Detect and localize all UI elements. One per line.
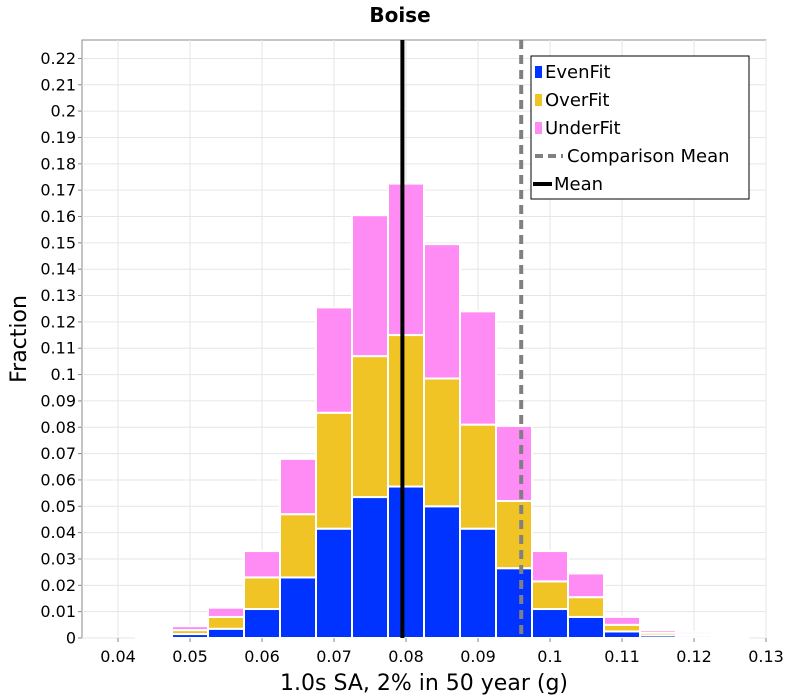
bar-underfit	[675, 630, 713, 636]
bar-evenfit	[387, 485, 425, 639]
legend-label-evenfit: EvenFit	[545, 62, 611, 83]
bars	[135, 182, 749, 640]
y-tick-label: 0.04	[40, 523, 76, 542]
bar-overfit	[495, 500, 533, 570]
legend-label-underfit: UnderFit	[545, 118, 621, 139]
chart-title: Boise	[369, 3, 430, 27]
y-tick-label: 0.06	[40, 470, 76, 489]
x-tick-label: 0.07	[316, 647, 352, 666]
bar-overfit	[459, 423, 497, 530]
legend-label-overfit: OverFit	[545, 90, 609, 111]
bar-evenfit	[531, 608, 569, 640]
bar-overfit	[567, 596, 605, 618]
x-tick-label: 0.05	[172, 647, 208, 666]
legend-label-comparison-mean: Comparison Mean	[567, 146, 730, 167]
bar-underfit	[567, 572, 605, 599]
bar-underfit	[603, 615, 641, 626]
y-tick-label: 0.08	[40, 418, 76, 437]
bar-underfit	[315, 306, 353, 414]
bar-underfit	[459, 310, 497, 426]
x-tick-label: 0.08	[388, 647, 424, 666]
bar-overfit	[207, 615, 245, 630]
bar-evenfit	[207, 627, 245, 639]
bar-evenfit	[495, 567, 533, 640]
y-tick-label: 0	[66, 629, 76, 648]
bar-underfit	[351, 214, 389, 358]
x-ticks: 0.04 0.05 0.06 0.07 0.08 0.09 0.1 0.11 0.12 0.13	[100, 638, 784, 666]
bar-underfit	[639, 629, 677, 634]
y-ticks: 0 0.01 0.02 0.03 0.04 0.05 0.06 0.07 0.08 0.09 0.1…	[40, 49, 82, 648]
bar-overfit	[531, 580, 569, 611]
bar-underfit	[531, 550, 569, 583]
legend-box	[530, 55, 750, 200]
y-tick-label: 0.17	[40, 181, 76, 200]
y-tick-label: 0.03	[40, 549, 76, 568]
vertical-lines	[400, 40, 524, 638]
y-tick-label: 0.01	[40, 602, 76, 621]
y-tick-label: 0.19	[40, 128, 76, 147]
y-tick-label: 0.21	[40, 75, 76, 94]
x-tick-label: 0.09	[460, 647, 496, 666]
bar-evenfit	[567, 615, 605, 639]
legend-swatch-underfit	[535, 122, 542, 134]
bar-overfit	[243, 576, 281, 611]
x-tick-label: 0.04	[100, 647, 136, 666]
bar-underfit	[711, 634, 749, 638]
y-tick-label: 0.02	[40, 576, 76, 595]
bar-underfit	[495, 424, 533, 503]
y-tick-label: 0.13	[40, 286, 76, 305]
x-tick-label: 0.13	[748, 647, 784, 666]
bar-underfit	[423, 243, 461, 380]
bar-underfit	[207, 606, 245, 618]
y-tick-label: 0.16	[40, 207, 76, 226]
y-tick-label: 0.11	[40, 339, 76, 358]
y-tick-label: 0.12	[40, 312, 76, 331]
bar-underfit	[171, 625, 209, 632]
x-tick-label: 0.11	[604, 647, 640, 666]
x-axis-label: 1.0s SA, 2% in 50 year (g)	[280, 671, 568, 696]
bar-overfit	[423, 377, 461, 508]
bar-underfit	[135, 634, 173, 638]
x-tick-label: 0.06	[244, 647, 280, 666]
legend: EvenFit OverFit UnderFit Comparison Mean…	[530, 55, 750, 200]
y-tick-label: 0.14	[40, 260, 76, 279]
legend-swatch-evenfit	[535, 66, 542, 78]
y-tick-label: 0.15	[40, 233, 76, 252]
bar-overfit	[387, 334, 425, 488]
y-tick-label: 0.09	[40, 391, 76, 410]
bar-evenfit	[279, 576, 317, 639]
bar-overfit	[279, 513, 317, 579]
y-tick-label: 0.05	[40, 497, 76, 516]
bar-overfit	[351, 355, 389, 499]
y-tick-label: 0.2	[51, 102, 76, 121]
legend-label-mean: Mean	[554, 174, 603, 195]
bar-evenfit	[315, 527, 353, 639]
bar-overfit	[315, 411, 353, 530]
x-tick-label: 0.1	[537, 647, 562, 666]
bar-underfit	[243, 550, 281, 579]
bar-evenfit	[351, 496, 389, 639]
y-axis-label: Fraction	[7, 295, 32, 383]
bar-evenfit	[243, 608, 281, 640]
y-tick-label: 0.07	[40, 444, 76, 463]
bar-underfit	[279, 457, 317, 516]
y-tick-label: 0.22	[40, 49, 76, 68]
bar-evenfit	[459, 527, 497, 639]
legend-swatch-overfit	[535, 94, 542, 106]
x-tick-label: 0.12	[676, 647, 712, 666]
y-tick-label: 0.18	[40, 154, 76, 173]
bar-underfit	[387, 182, 425, 337]
bar-evenfit	[423, 505, 461, 640]
y-tick-label: 0.1	[51, 365, 76, 384]
